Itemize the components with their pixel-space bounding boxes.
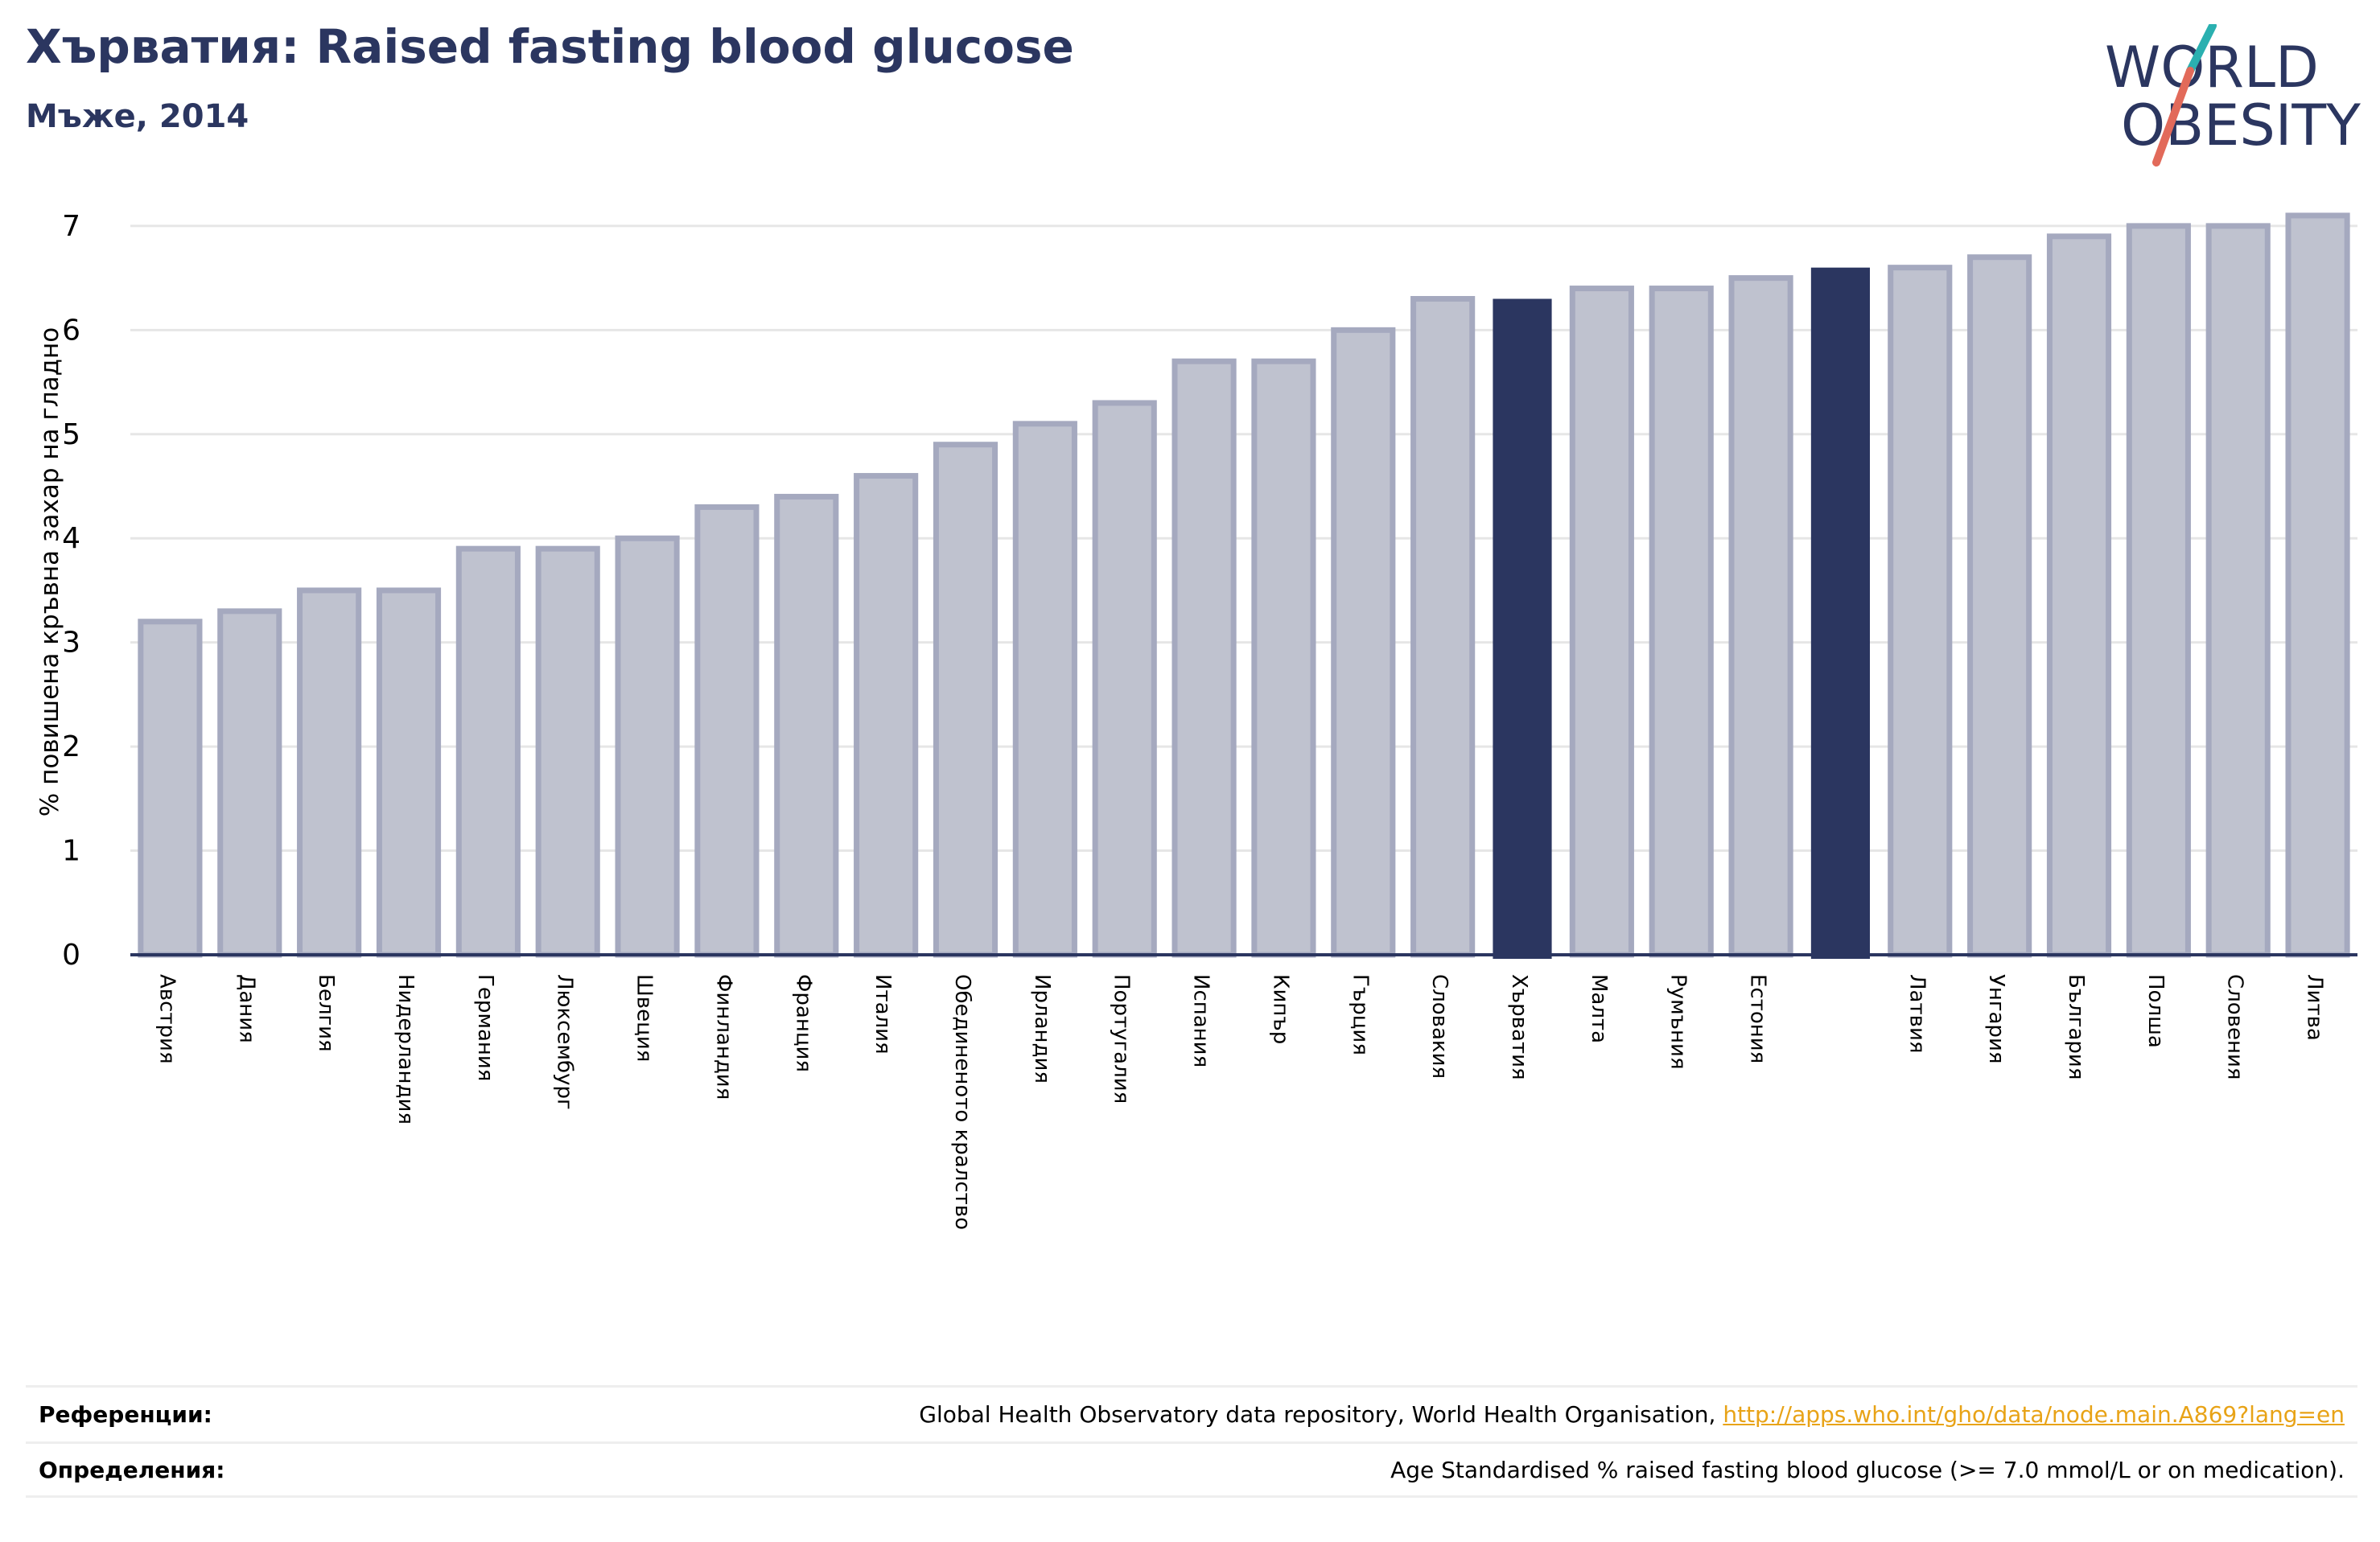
bar (694, 504, 760, 958)
chart-subtitle: Мъже, 2014 (26, 98, 249, 135)
x-tick-label: Хърватия (1507, 974, 1531, 1080)
bar (1410, 296, 1476, 958)
x-tick-label: България (2064, 974, 2088, 1079)
x-tick-label: Латвия (1904, 974, 1929, 1054)
references-value: Global Health Observatory data repositor… (919, 1401, 2345, 1428)
y-tick-label: 6 (62, 314, 80, 347)
bar (1251, 358, 1316, 958)
definitions-row: Определения: Age Standardised % raised f… (26, 1441, 2357, 1498)
chart-title: Хърватия: Raised fasting blood glucose (26, 19, 1074, 74)
bar (774, 493, 839, 958)
logo-slash-top (2186, 24, 2217, 75)
x-tick-label: Обединеното кралство (950, 974, 974, 1230)
world-obesity-logo: WORLD OBESITY (2105, 24, 2361, 167)
y-tick-label: 0 (62, 939, 80, 972)
definitions-text: Age Standardised % raised fasting blood … (1390, 1456, 2345, 1483)
bar (297, 587, 362, 958)
bar-highlighted (1810, 267, 1871, 960)
x-tick-label: Литва (2303, 974, 2327, 1041)
x-tick-label: Унгария (1984, 974, 2008, 1063)
definitions-label: Определения: (39, 1456, 225, 1483)
x-tick-label: Естония (1746, 974, 1770, 1063)
bar (1171, 358, 1237, 958)
y-tick-label: 3 (62, 627, 80, 660)
y-tick-label: 4 (62, 522, 80, 555)
bar (1728, 275, 1793, 958)
bar (615, 535, 680, 958)
bar (854, 473, 919, 958)
references-label: Референции: (39, 1401, 212, 1428)
bar (1649, 286, 1714, 958)
bar (217, 608, 282, 958)
x-tick-label: Румъния (1666, 974, 1690, 1070)
y-tick-label: 7 (62, 210, 80, 243)
bar (1092, 400, 1157, 958)
bar (376, 587, 442, 958)
x-tick-label: Германия (473, 974, 497, 1081)
bar (1569, 286, 1634, 958)
bar-chart: 0 1 2 3 4 5 6 7 % повишена кръвна захар на гладн… (35, 210, 2357, 1230)
x-tick-label: Испания (1189, 974, 1213, 1067)
bar (2126, 223, 2191, 958)
x-tick-label: Франция (791, 974, 815, 1072)
x-tick-label: Швеция (632, 974, 657, 1062)
x-tick-label: Нидерландия (393, 974, 418, 1125)
x-tick-label: Полша (2143, 974, 2168, 1048)
x-tick-label: Малта (1587, 974, 1611, 1043)
bar-highlighted (1493, 298, 1552, 959)
bar (1967, 254, 2032, 958)
x-tick-label: Дания (234, 974, 258, 1043)
x-tick-label: Словения (2223, 974, 2247, 1080)
bar (535, 545, 600, 958)
x-tick-label: Португалия (1110, 974, 1134, 1104)
bar (1331, 327, 1396, 958)
y-axis-label: % повишена кръвна захар на гладно (35, 327, 64, 816)
x-tick-label: Белгия (314, 974, 338, 1052)
logo-slash-bottom (2152, 67, 2194, 167)
bar (1012, 421, 1077, 958)
bar (2205, 223, 2271, 958)
x-tick-label: Финландия (711, 974, 735, 1100)
y-tick-label: 5 (62, 418, 80, 451)
references-table: Референции: Global Health Observatory da… (26, 1385, 2357, 1498)
bar (2046, 233, 2112, 958)
y-tick-label: 1 (62, 835, 80, 868)
bar (138, 619, 203, 958)
references-row: Референции: Global Health Observatory da… (26, 1385, 2357, 1441)
references-text: Global Health Observatory data repositor… (919, 1401, 1723, 1428)
logo-line-1: WORLD (2105, 35, 2319, 101)
x-tick-label: Австрия (154, 974, 179, 1064)
references-link[interactable]: http://apps.who.int/gho/data/node.main.A… (1723, 1401, 2345, 1428)
x-tick-label: Гърция (1348, 974, 1372, 1055)
bar (933, 442, 999, 958)
x-tick-label: Люксембург (553, 974, 577, 1110)
x-tick-label: Словакия (1427, 974, 1451, 1079)
x-tick-label: Ирландия (1030, 974, 1054, 1084)
y-tick-label: 2 (62, 730, 80, 763)
bar (455, 545, 521, 958)
x-tick-label: Италия (871, 974, 895, 1055)
x-tick-label: Кипър (1268, 974, 1292, 1044)
bar (1888, 265, 1953, 958)
bar (2285, 212, 2350, 958)
